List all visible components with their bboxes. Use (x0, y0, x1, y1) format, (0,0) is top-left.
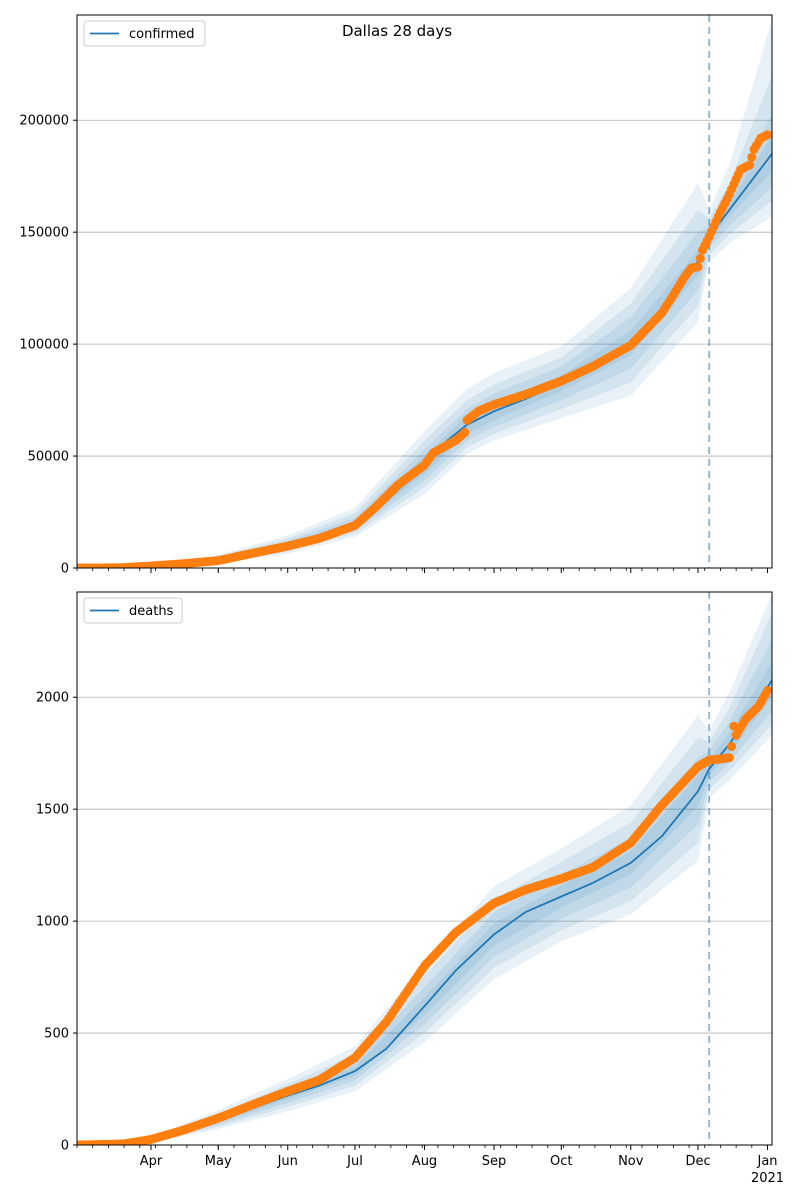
x-tick-label: Oct (550, 1154, 572, 1169)
y-tick-label: 1500 (36, 803, 69, 818)
legend-box (83, 20, 206, 47)
observed-point (693, 262, 703, 272)
y-tick-label: 0 (61, 562, 69, 577)
x-tick-label: May (205, 1154, 232, 1169)
x-tick-sublabel: 2021 (751, 1171, 784, 1186)
x-tick-label: Apr (140, 1154, 163, 1169)
observed-point (460, 428, 470, 437)
legend: deaths (83, 597, 183, 624)
confirmed-panel: 0 50000 100000 150000 200000 confirmed (19, 14, 773, 577)
observed-series (77, 686, 772, 1145)
observed-point (724, 753, 734, 763)
y-tick-label: 150000 (19, 226, 69, 241)
figure-title: Dallas 28 days (342, 22, 452, 40)
observed-point (745, 160, 755, 170)
plot-area (77, 592, 772, 1145)
x-tick-label: Jul (346, 1154, 363, 1169)
observed-point (763, 130, 772, 140)
uncertainty-band-1 (77, 135, 772, 568)
uncertainty-band-3 (77, 612, 772, 1145)
y-tick-label: 100000 (19, 338, 69, 353)
legend-box (83, 597, 183, 624)
x-tick-label: Jun (277, 1154, 298, 1169)
legend: confirmed (83, 20, 206, 47)
observed-point (727, 742, 737, 751)
x-tick-label: Jan (756, 1154, 777, 1169)
uncertainty-band-4 (77, 594, 772, 1145)
plot-area (77, 15, 772, 568)
y-tick-label: 500 (44, 1027, 69, 1042)
x-tick-label: Dec (685, 1154, 710, 1169)
legend-label: deaths (129, 604, 174, 619)
observed-point (763, 686, 772, 695)
deaths-panel: 0 500 1000 1500 2000 Apr May Jun Jul Aug Sep Oct Nov… (36, 591, 784, 1186)
y-tick-label: 200000 (19, 114, 69, 129)
x-tick-label: Aug (412, 1154, 437, 1169)
x-tick-label: Nov (618, 1154, 644, 1169)
legend-label: confirmed (129, 27, 195, 42)
y-tick-label: 0 (61, 1139, 69, 1154)
observed-point (695, 254, 705, 263)
observed-series (77, 130, 772, 568)
x-tick-label: Sep (482, 1154, 507, 1169)
y-tick-label: 50000 (28, 450, 69, 465)
y-tick-label: 1000 (36, 915, 69, 930)
y-tick-label: 2000 (36, 691, 69, 706)
observed-point (747, 152, 757, 162)
